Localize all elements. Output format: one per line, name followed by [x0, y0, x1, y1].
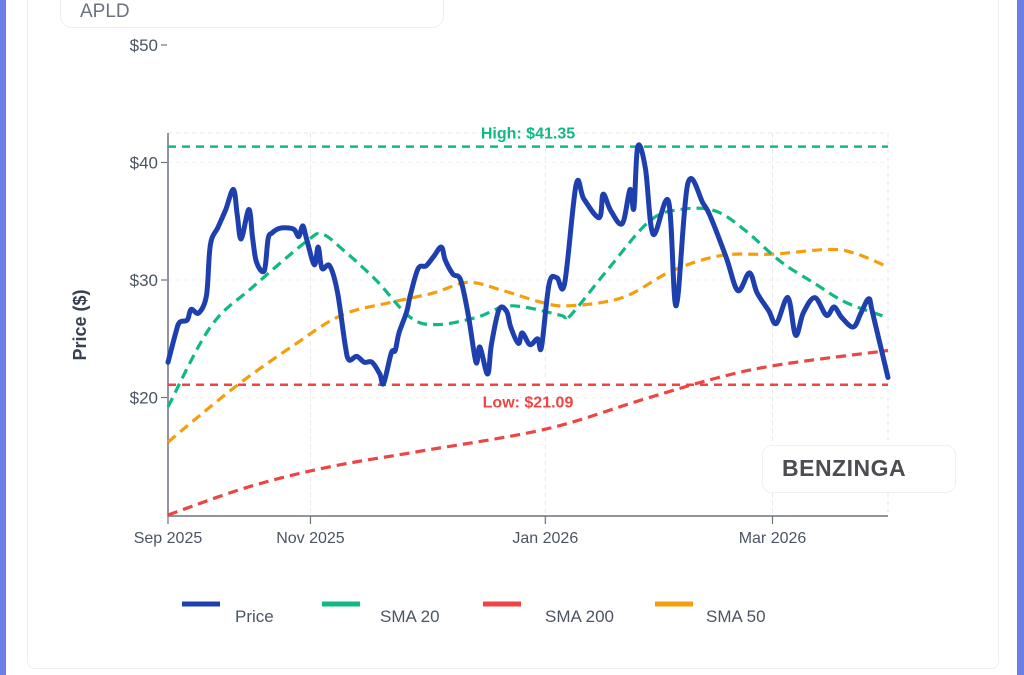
ticker-header: [60, 0, 444, 28]
x-tick-label: Mar 2026: [739, 530, 807, 547]
legend-label-price: Price: [235, 607, 274, 626]
legend-label-sma-50: SMA 50: [706, 607, 766, 626]
series-line-sma-50: [166, 247, 889, 444]
y-axis-title: Price ($): [70, 289, 90, 360]
series-line-sma-200: [167, 348, 889, 517]
x-tick-label: Sep 2025: [134, 530, 203, 547]
benzinga-logo-box: [762, 445, 956, 493]
series-line-sma-20: [166, 206, 889, 408]
high-label: High: $41.35: [481, 126, 575, 143]
x-tick-label: Jan 2026: [512, 530, 578, 547]
x-tick-label: Nov 2025: [276, 530, 345, 547]
legend-label-sma-20: SMA 20: [380, 607, 440, 626]
ticker-symbol: APLD: [80, 1, 130, 22]
window-frame-left: [0, 0, 6, 675]
y-tick-label: $40: [130, 154, 158, 173]
series-line-price: [165, 142, 891, 387]
window-frame-right: [1017, 0, 1024, 675]
low-label: Low: $21.09: [483, 395, 574, 412]
legend-label-sma-200: SMA 200: [545, 607, 614, 626]
y-tick-label: $20: [130, 389, 158, 408]
benzinga-logo: BENZINGA: [782, 455, 907, 481]
y-tick-label: $50: [130, 36, 158, 55]
y-tick-label: $30: [130, 271, 158, 290]
